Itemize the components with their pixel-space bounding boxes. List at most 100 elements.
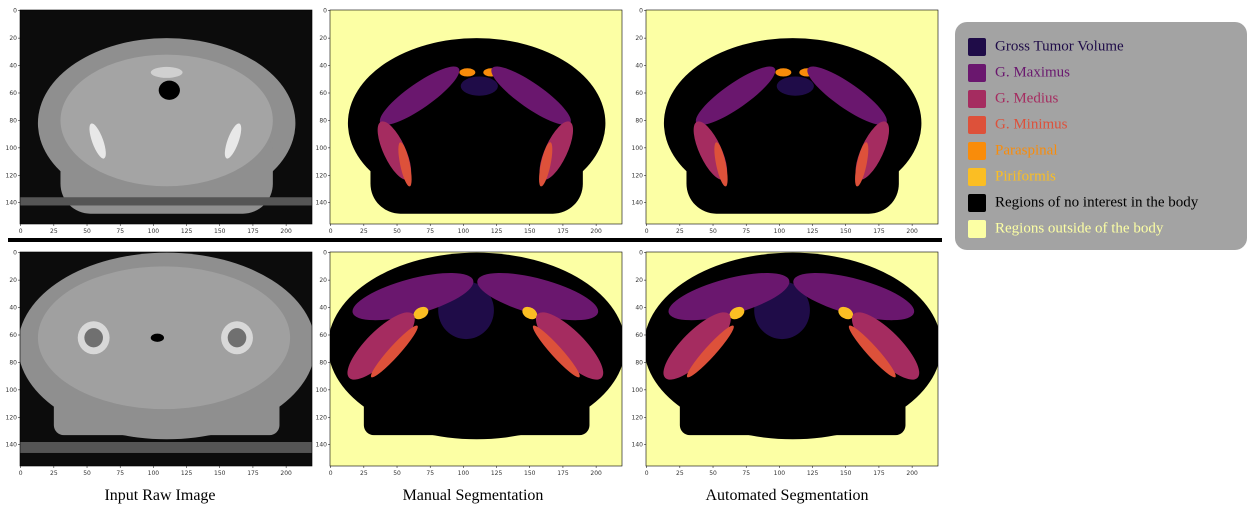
x-tick-label: 175 bbox=[557, 228, 569, 235]
x-tick-label: 125 bbox=[491, 470, 503, 477]
tumor bbox=[777, 77, 814, 96]
x-tick-label: 100 bbox=[774, 228, 786, 235]
x-tick-label: 25 bbox=[676, 470, 684, 477]
x-tick-label: 200 bbox=[280, 470, 292, 477]
y-tick-label: 80 bbox=[9, 117, 17, 124]
y-tick-label: 100 bbox=[632, 387, 644, 394]
paraspinal bbox=[459, 68, 475, 76]
y-tick-label: 100 bbox=[6, 387, 18, 394]
y-tick-label: 60 bbox=[9, 332, 17, 339]
y-tick-label: 40 bbox=[319, 63, 327, 70]
x-tick-label: 175 bbox=[557, 470, 569, 477]
y-tick-label: 140 bbox=[632, 442, 644, 449]
x-tick-label: 200 bbox=[906, 470, 918, 477]
y-tick-label: 120 bbox=[316, 172, 328, 179]
x-tick-label: 0 bbox=[645, 470, 649, 477]
y-tick-label: 60 bbox=[319, 332, 327, 339]
x-tick-label: 150 bbox=[524, 228, 536, 235]
x-tick-label: 75 bbox=[742, 228, 750, 235]
y-tick-label: 60 bbox=[9, 90, 17, 97]
x-tick-label: 125 bbox=[181, 470, 193, 477]
x-tick-label: 25 bbox=[50, 228, 58, 235]
legend-label: Piriformis bbox=[995, 168, 1056, 184]
y-tick-label: 100 bbox=[316, 145, 328, 152]
x-tick-label: 200 bbox=[280, 228, 292, 235]
x-tick-label: 150 bbox=[524, 470, 536, 477]
x-tick-label: 100 bbox=[148, 470, 160, 477]
x-tick-label: 75 bbox=[116, 228, 124, 235]
x-tick-label: 100 bbox=[458, 228, 470, 235]
y-tick-label: 20 bbox=[635, 35, 643, 42]
x-tick-label: 125 bbox=[181, 228, 193, 235]
y-tick-label: 100 bbox=[632, 145, 644, 152]
x-tick-label: 25 bbox=[50, 470, 58, 477]
y-tick-label: 20 bbox=[9, 277, 17, 284]
x-tick-label: 25 bbox=[676, 228, 684, 235]
x-tick-label: 200 bbox=[906, 228, 918, 235]
y-tick-label: 20 bbox=[9, 35, 17, 42]
y-tick-label: 60 bbox=[635, 332, 643, 339]
tumor bbox=[461, 77, 498, 96]
x-tick-label: 150 bbox=[214, 228, 226, 235]
x-tick-label: 0 bbox=[329, 470, 333, 477]
paraspinal bbox=[775, 68, 791, 76]
air bbox=[151, 334, 164, 342]
y-tick-label: 120 bbox=[6, 414, 18, 421]
x-tick-label: 125 bbox=[807, 228, 819, 235]
y-tick-label: 60 bbox=[635, 90, 643, 97]
x-tick-label: 175 bbox=[247, 470, 259, 477]
panel bbox=[646, 10, 938, 224]
x-tick-label: 125 bbox=[807, 470, 819, 477]
y-tick-label: 40 bbox=[319, 305, 327, 312]
legend-label: Regions of no interest in the body bbox=[995, 194, 1199, 210]
column-caption: Manual Segmentation bbox=[403, 487, 544, 504]
x-tick-label: 75 bbox=[426, 470, 434, 477]
y-tick-label: 140 bbox=[632, 200, 644, 207]
y-tick-label: 80 bbox=[319, 117, 327, 124]
table bbox=[20, 442, 312, 453]
x-tick-label: 0 bbox=[645, 228, 649, 235]
legend-swatch bbox=[968, 116, 986, 134]
y-tick-label: 80 bbox=[9, 359, 17, 366]
x-tick-label: 175 bbox=[873, 228, 885, 235]
y-tick-label: 0 bbox=[639, 250, 643, 257]
legend-swatch bbox=[968, 142, 986, 160]
x-tick-label: 100 bbox=[148, 228, 160, 235]
x-tick-label: 50 bbox=[709, 470, 717, 477]
y-tick-label: 40 bbox=[635, 305, 643, 312]
panel bbox=[20, 10, 312, 224]
legend-label: Gross Tumor Volume bbox=[995, 38, 1124, 54]
y-tick-label: 120 bbox=[632, 172, 644, 179]
x-tick-label: 175 bbox=[873, 470, 885, 477]
y-tick-label: 20 bbox=[635, 277, 643, 284]
y-tick-label: 0 bbox=[323, 8, 327, 15]
column-caption: Input Raw Image bbox=[104, 487, 215, 504]
legend-label: G. Minimus bbox=[995, 116, 1068, 132]
x-tick-label: 0 bbox=[19, 470, 23, 477]
bone bbox=[151, 67, 183, 78]
x-tick-label: 75 bbox=[742, 470, 750, 477]
y-tick-label: 100 bbox=[316, 387, 328, 394]
legend-label: G. Maximus bbox=[995, 64, 1070, 80]
x-tick-label: 25 bbox=[360, 228, 368, 235]
table bbox=[20, 197, 312, 205]
x-tick-label: 75 bbox=[116, 470, 124, 477]
x-tick-label: 125 bbox=[491, 228, 503, 235]
y-tick-label: 0 bbox=[13, 8, 17, 15]
legend-swatch bbox=[968, 194, 986, 212]
x-tick-label: 100 bbox=[774, 470, 786, 477]
x-tick-label: 50 bbox=[83, 228, 91, 235]
x-tick-label: 0 bbox=[329, 228, 333, 235]
x-tick-label: 50 bbox=[709, 228, 717, 235]
legend-label: G. Medius bbox=[995, 90, 1058, 106]
x-tick-label: 150 bbox=[840, 470, 852, 477]
bone bbox=[84, 328, 103, 347]
air bbox=[159, 81, 180, 100]
y-tick-label: 140 bbox=[316, 200, 328, 207]
y-tick-label: 40 bbox=[9, 63, 17, 70]
x-tick-label: 50 bbox=[393, 228, 401, 235]
panel bbox=[328, 252, 625, 466]
x-tick-label: 100 bbox=[458, 470, 470, 477]
y-tick-label: 120 bbox=[632, 414, 644, 421]
y-tick-label: 0 bbox=[639, 8, 643, 15]
